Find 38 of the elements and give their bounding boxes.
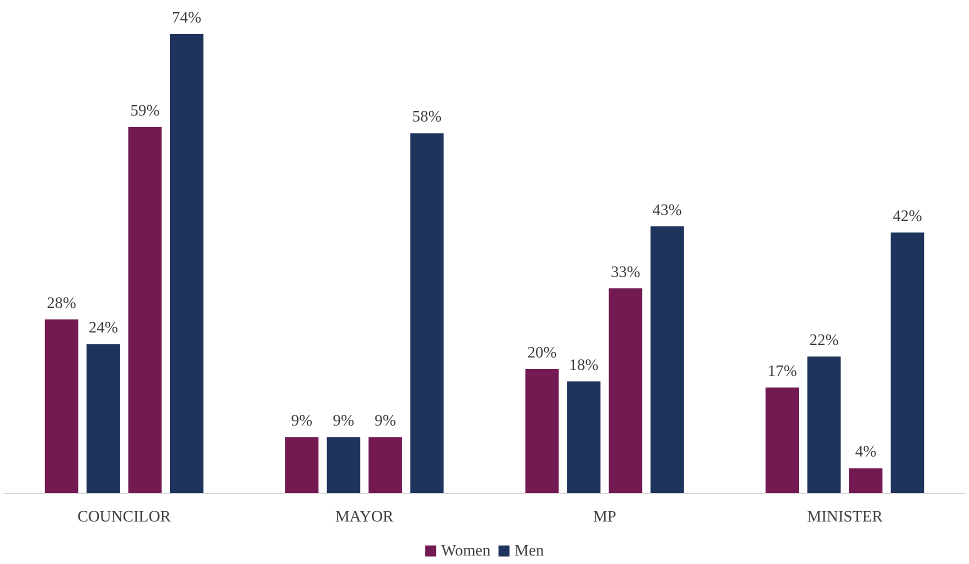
bar [368,437,402,493]
bar [128,127,162,493]
data-label: 18% [569,356,598,374]
x-tick-label: MP [593,508,616,526]
bar [410,133,444,493]
legend-label: Men [514,542,544,560]
data-label: 24% [88,320,118,337]
bar [326,437,360,493]
data-label: 9% [374,412,396,430]
data-label: 59% [130,102,160,120]
bar [608,288,642,493]
data-label: 9% [291,412,312,430]
data-label: 4% [855,444,876,461]
x-tick-label: MAYOR [335,508,394,526]
data-label: 20% [527,344,557,362]
bar [890,232,924,493]
data-label: 28% [46,294,76,312]
x-tick-label: COUNCILOR [77,508,172,526]
bar [170,34,204,493]
x-tick-label: MINISTER [807,508,883,526]
bar [567,381,600,493]
data-label: 43% [652,202,682,219]
bar [86,344,120,493]
bar [807,356,841,493]
data-label: 17% [768,363,797,380]
bar [766,388,799,493]
legend-label: Women [441,542,491,560]
bar [525,368,559,493]
bar [285,437,318,493]
bar [849,468,882,493]
data-label: 42% [892,208,922,225]
data-label: 33% [610,264,640,281]
data-label: 74% [172,10,202,26]
data-label: 22% [809,332,839,350]
data-label: 58% [412,108,442,126]
bar [44,319,78,493]
bar [650,226,684,493]
data-label: 9% [332,412,354,430]
